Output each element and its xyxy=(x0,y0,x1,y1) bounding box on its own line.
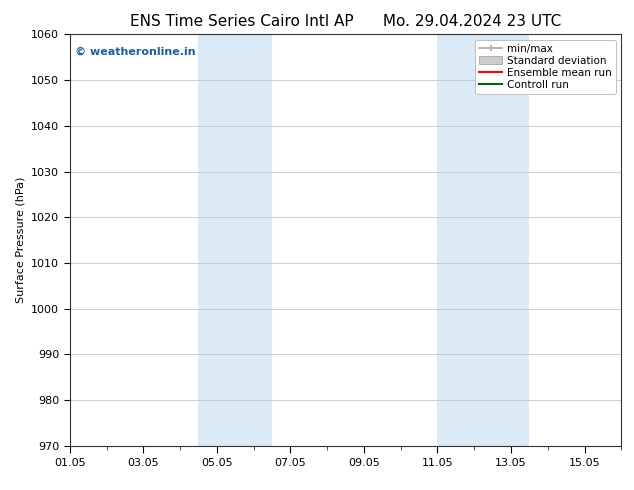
Y-axis label: Surface Pressure (hPa): Surface Pressure (hPa) xyxy=(16,177,25,303)
Text: © weatheronline.in: © weatheronline.in xyxy=(75,47,196,57)
Bar xyxy=(198,34,272,446)
Bar xyxy=(437,34,529,446)
Title: ENS Time Series Cairo Intl AP      Mo. 29.04.2024 23 UTC: ENS Time Series Cairo Intl AP Mo. 29.04.… xyxy=(130,14,561,29)
Legend: min/max, Standard deviation, Ensemble mean run, Controll run: min/max, Standard deviation, Ensemble me… xyxy=(475,40,616,94)
